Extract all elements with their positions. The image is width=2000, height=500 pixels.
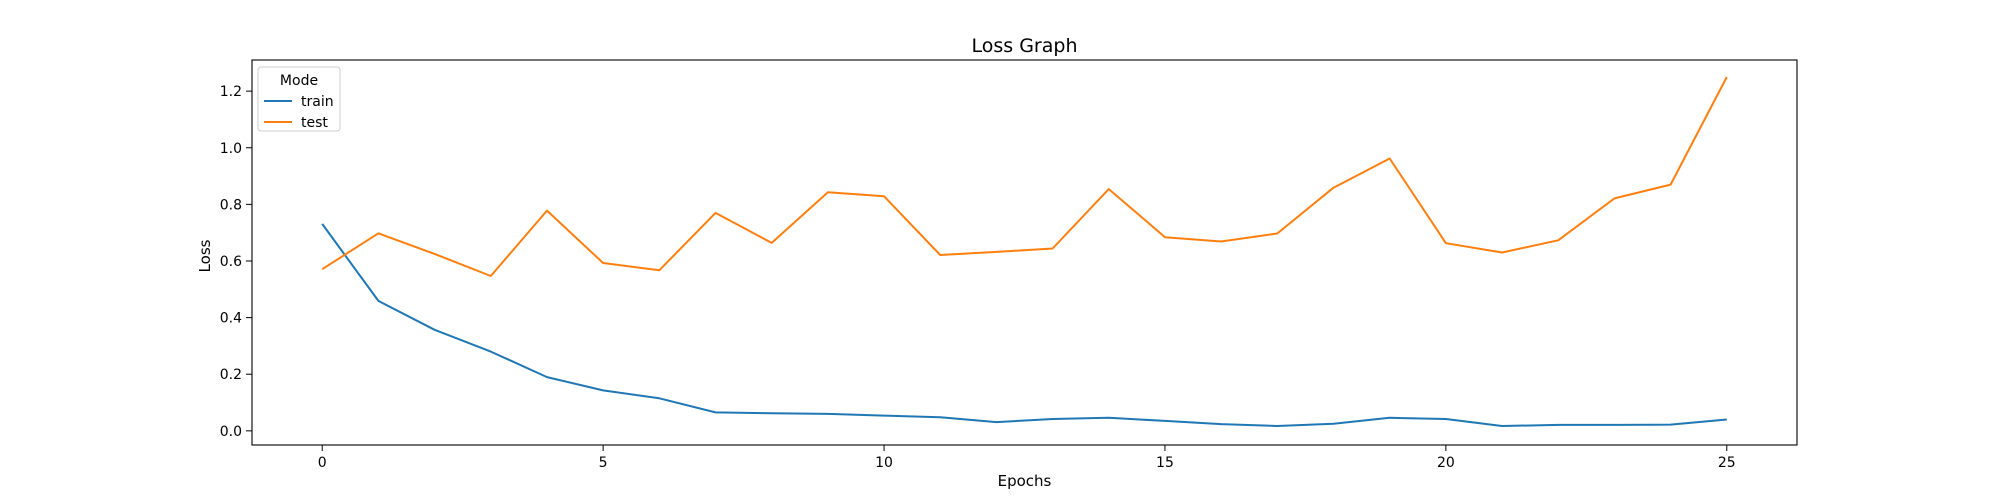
y-axis-label: Loss [196, 239, 214, 272]
x-tick-label: 15 [1156, 455, 1174, 471]
x-tick-label: 0 [318, 455, 327, 471]
y-tick-label: 0.8 [220, 197, 242, 213]
y-axis: 0.0 0.2 0.4 0.6 0.8 1.0 1.2 [220, 84, 252, 440]
y-tick-label: 0.0 [220, 424, 242, 440]
x-tick-label: 10 [875, 455, 893, 471]
chart-title: Loss Graph [972, 35, 1078, 57]
series-line-train [321, 223, 1727, 427]
y-tick-label: 1.0 [220, 141, 242, 157]
legend: Mode train test [257, 66, 341, 132]
x-tick-label: 5 [599, 455, 608, 471]
x-axis-label: Epochs [998, 472, 1052, 490]
y-tick-label: 1.2 [220, 84, 242, 100]
y-tick-label: 0.6 [220, 254, 242, 270]
x-tick-label: 25 [1718, 455, 1736, 471]
series-layer [321, 76, 1728, 427]
y-tick-label: 0.4 [220, 311, 242, 327]
legend-label-test: test [301, 115, 328, 131]
x-axis: 0 5 10 15 20 25 [318, 445, 1736, 471]
legend-label-train: train [301, 94, 334, 110]
plot-area [251, 59, 1798, 446]
legend-box [257, 66, 341, 132]
x-tick-label: 20 [1437, 455, 1455, 471]
y-tick-label: 0.2 [220, 367, 242, 383]
legend-title: Mode [280, 73, 318, 89]
plot-frame [251, 59, 1798, 446]
series-line-test [321, 76, 1728, 277]
